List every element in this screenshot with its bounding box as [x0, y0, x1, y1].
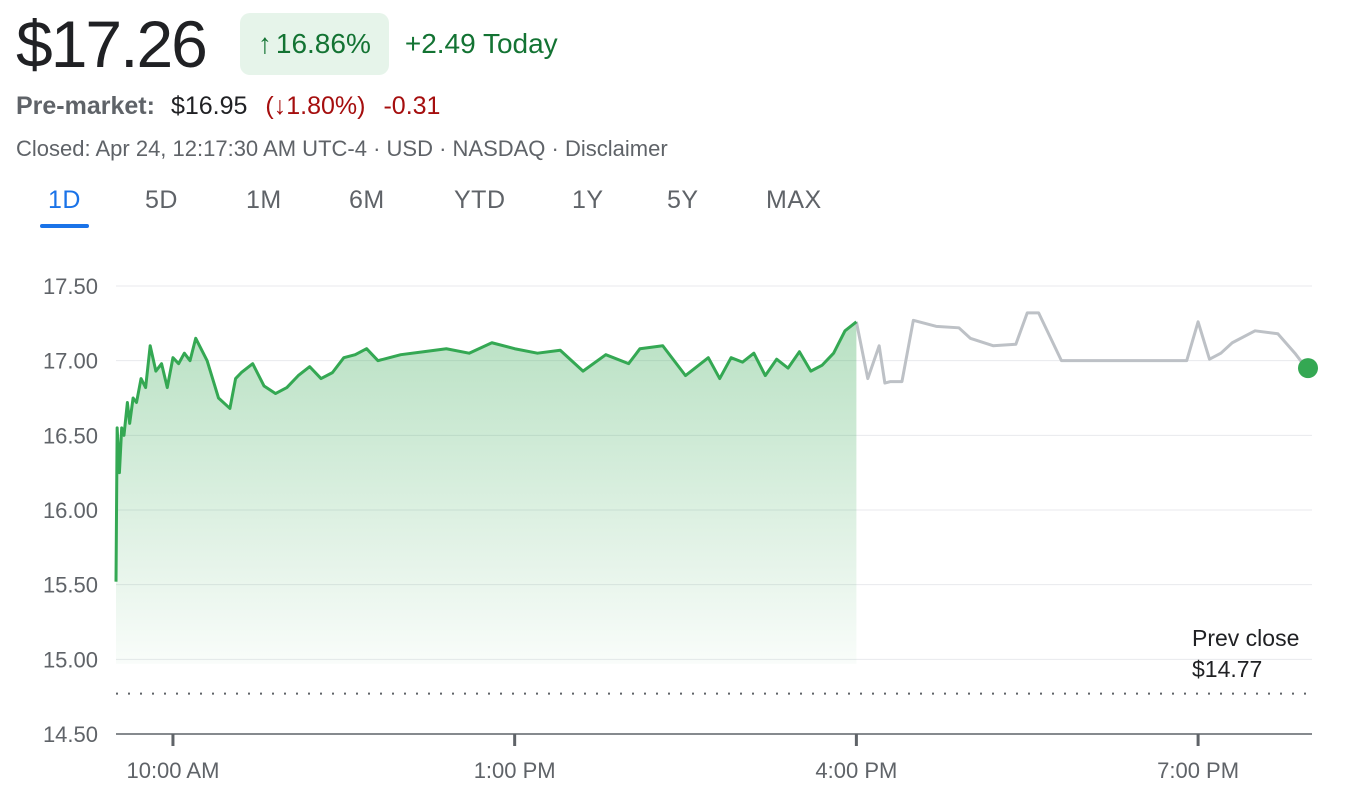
current-price: $17.26 — [16, 7, 208, 81]
prev-close-label: Prev close — [1192, 625, 1299, 651]
y-tick-label: 15.00 — [43, 647, 98, 672]
x-tick-label: 1:00 PM — [474, 758, 556, 783]
active-tab-indicator — [40, 224, 89, 228]
y-tick-label: 16.50 — [43, 423, 98, 448]
arrow-down-icon: ↓ — [273, 92, 287, 120]
market-status: Closed: Apr 24, 12:17:30 AM UTC-4 · USD … — [16, 136, 668, 161]
x-tick-label: 7:00 PM — [1157, 758, 1239, 783]
regular-session-area — [116, 321, 857, 664]
area-layer — [116, 321, 857, 664]
premarket-open-paren: ( — [265, 92, 274, 120]
tab-6m[interactable]: 6M — [349, 186, 385, 214]
arrow-up-icon: ↑ — [257, 28, 272, 59]
tab-max[interactable]: MAX — [766, 186, 822, 214]
y-tick-label: 16.00 — [43, 498, 98, 523]
tab-1m[interactable]: 1M — [246, 186, 282, 214]
regular-session-series-line — [114, 320, 858, 582]
prev-close-layer: Prev close $14.77 — [116, 625, 1312, 695]
tab-5y[interactable]: 5Y — [667, 186, 699, 214]
tab-ytd[interactable]: YTD — [454, 186, 506, 214]
y-tick-label: 15.50 — [43, 573, 98, 598]
axis-layer: 17.50 17.00 16.50 16.00 15.50 15.00 14.50 10:00… — [43, 274, 1239, 783]
tab-1d[interactable]: 1D — [48, 186, 81, 214]
premarket-close-paren: ) — [357, 92, 366, 120]
premarket-label: Pre-market: — [16, 92, 155, 120]
x-tick-label: 4:00 PM — [815, 758, 897, 783]
line-layer — [114, 311, 1312, 582]
price-chart[interactable]: Prev close $14.77 17.50 17.00 16.50 16.00 15… — [0, 240, 1360, 800]
quote-header: $17.26 ↑ 16.86% +2.49 Today — [16, 4, 558, 84]
tab-1y[interactable]: 1Y — [572, 186, 604, 214]
y-tick-label: 14.50 — [43, 722, 98, 747]
x-tick-label: 10:00 AM — [126, 758, 219, 783]
change-today: +2.49 Today — [404, 28, 558, 59]
marker-layer — [1298, 358, 1318, 379]
tab-5d[interactable]: 5D — [145, 186, 178, 214]
after-hours-series-line — [854, 311, 1312, 385]
change-percent: 16.86% — [275, 28, 371, 59]
last-price-marker — [1298, 358, 1318, 379]
change-percent-chip: ↑ 16.86% — [239, 13, 389, 75]
premarket-price: $16.95 — [170, 92, 248, 120]
y-tick-label: 17.00 — [43, 349, 98, 374]
premarket-change: -0.31 — [383, 92, 441, 120]
y-tick-label: 17.50 — [43, 274, 98, 299]
prev-close-value: $14.77 — [1192, 656, 1262, 682]
premarket-row: Pre-market: $16.95 ( ↓ 1.80% ) -0.31 — [16, 92, 440, 121]
premarket-percent: 1.80% — [286, 92, 358, 120]
